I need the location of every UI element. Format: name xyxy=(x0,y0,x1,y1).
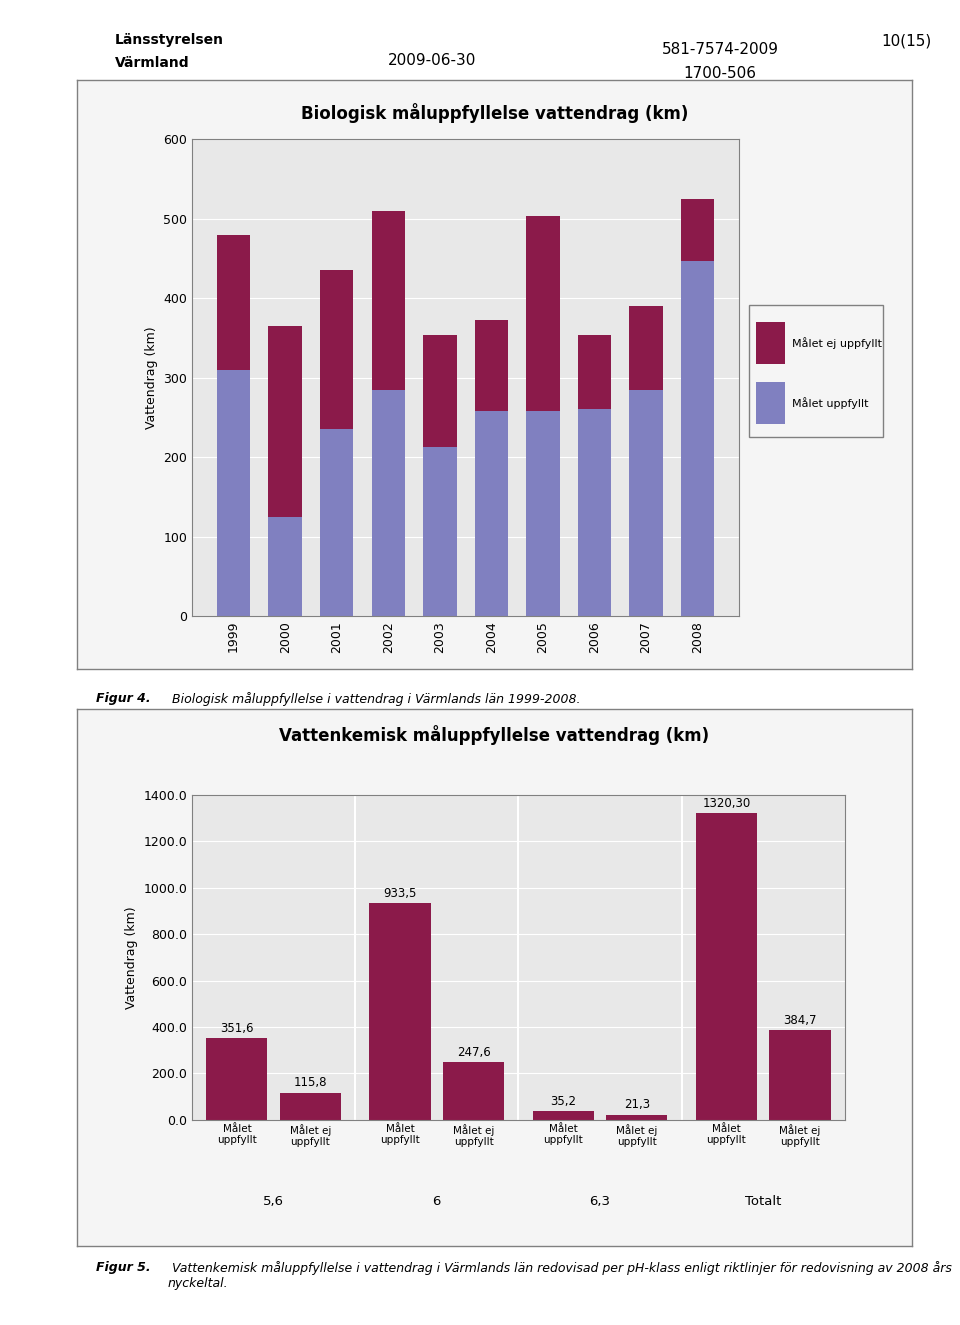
Bar xyxy=(269,517,302,616)
Text: Vattenkemisk måluppfyllelse vattendrag (km): Vattenkemisk måluppfyllelse vattendrag (… xyxy=(279,725,709,745)
Text: 1320,30: 1320,30 xyxy=(703,798,751,810)
Text: 5,6: 5,6 xyxy=(263,1195,284,1208)
Text: Vattenkemisk måluppfyllelse i vattendrag i Värmlands län redovisad per pH-klass : Vattenkemisk måluppfyllelse i vattendrag… xyxy=(168,1261,952,1291)
Bar xyxy=(443,1063,504,1120)
Text: 351,6: 351,6 xyxy=(220,1022,253,1035)
Text: 933,5: 933,5 xyxy=(383,886,417,900)
Text: 581-7574-2009: 581-7574-2009 xyxy=(661,42,779,57)
Text: 384,7: 384,7 xyxy=(783,1014,817,1027)
Bar xyxy=(370,904,431,1120)
Bar xyxy=(320,270,353,429)
Text: 35,2: 35,2 xyxy=(550,1094,576,1108)
Bar xyxy=(372,390,405,616)
Text: Biologisk måluppfyllelse i vattendrag i Värmlands län 1999-2008.: Biologisk måluppfyllelse i vattendrag i … xyxy=(168,692,581,706)
Bar xyxy=(681,199,714,261)
FancyBboxPatch shape xyxy=(749,305,883,437)
Bar xyxy=(578,335,612,409)
Bar xyxy=(474,319,508,411)
Bar xyxy=(681,261,714,616)
Bar xyxy=(629,390,662,616)
Text: 1700-506: 1700-506 xyxy=(684,66,756,81)
Text: 21,3: 21,3 xyxy=(624,1098,650,1112)
Text: 10(15): 10(15) xyxy=(881,33,931,48)
Bar xyxy=(533,1112,594,1120)
Text: Biologisk måluppfyllelse vattendrag (km): Biologisk måluppfyllelse vattendrag (km) xyxy=(300,103,688,123)
Bar xyxy=(756,382,785,424)
Y-axis label: Vattendrag (km): Vattendrag (km) xyxy=(125,906,137,1008)
Bar xyxy=(629,306,662,390)
Bar xyxy=(578,409,612,616)
Text: 6,3: 6,3 xyxy=(589,1195,611,1208)
Bar xyxy=(423,335,457,447)
Bar xyxy=(206,1037,268,1120)
Text: Målet uppfyllt: Målet uppfyllt xyxy=(792,398,868,408)
Text: Målet ej uppfyllt: Målet ej uppfyllt xyxy=(792,338,882,348)
Bar xyxy=(217,235,251,370)
Text: Länsstyrelsen: Länsstyrelsen xyxy=(115,33,225,48)
Bar xyxy=(526,216,560,411)
Bar xyxy=(269,326,302,517)
Text: Figur 5.: Figur 5. xyxy=(96,1261,151,1275)
Text: 2009-06-30: 2009-06-30 xyxy=(388,53,476,68)
Text: 115,8: 115,8 xyxy=(294,1076,327,1089)
Bar xyxy=(696,814,757,1120)
Text: 247,6: 247,6 xyxy=(457,1045,491,1059)
Bar xyxy=(606,1114,667,1120)
Bar xyxy=(769,1031,830,1120)
Text: 6: 6 xyxy=(433,1195,441,1208)
Bar xyxy=(279,1093,341,1120)
Text: Totalt: Totalt xyxy=(745,1195,781,1208)
Bar xyxy=(372,211,405,390)
Bar xyxy=(320,429,353,616)
Bar xyxy=(423,447,457,616)
Text: Värmland: Värmland xyxy=(115,56,190,70)
Bar xyxy=(526,411,560,616)
Bar xyxy=(474,411,508,616)
Bar xyxy=(756,322,785,364)
Bar xyxy=(217,370,251,616)
Y-axis label: Vattendrag (km): Vattendrag (km) xyxy=(145,326,157,429)
Text: Figur 4.: Figur 4. xyxy=(96,692,151,705)
